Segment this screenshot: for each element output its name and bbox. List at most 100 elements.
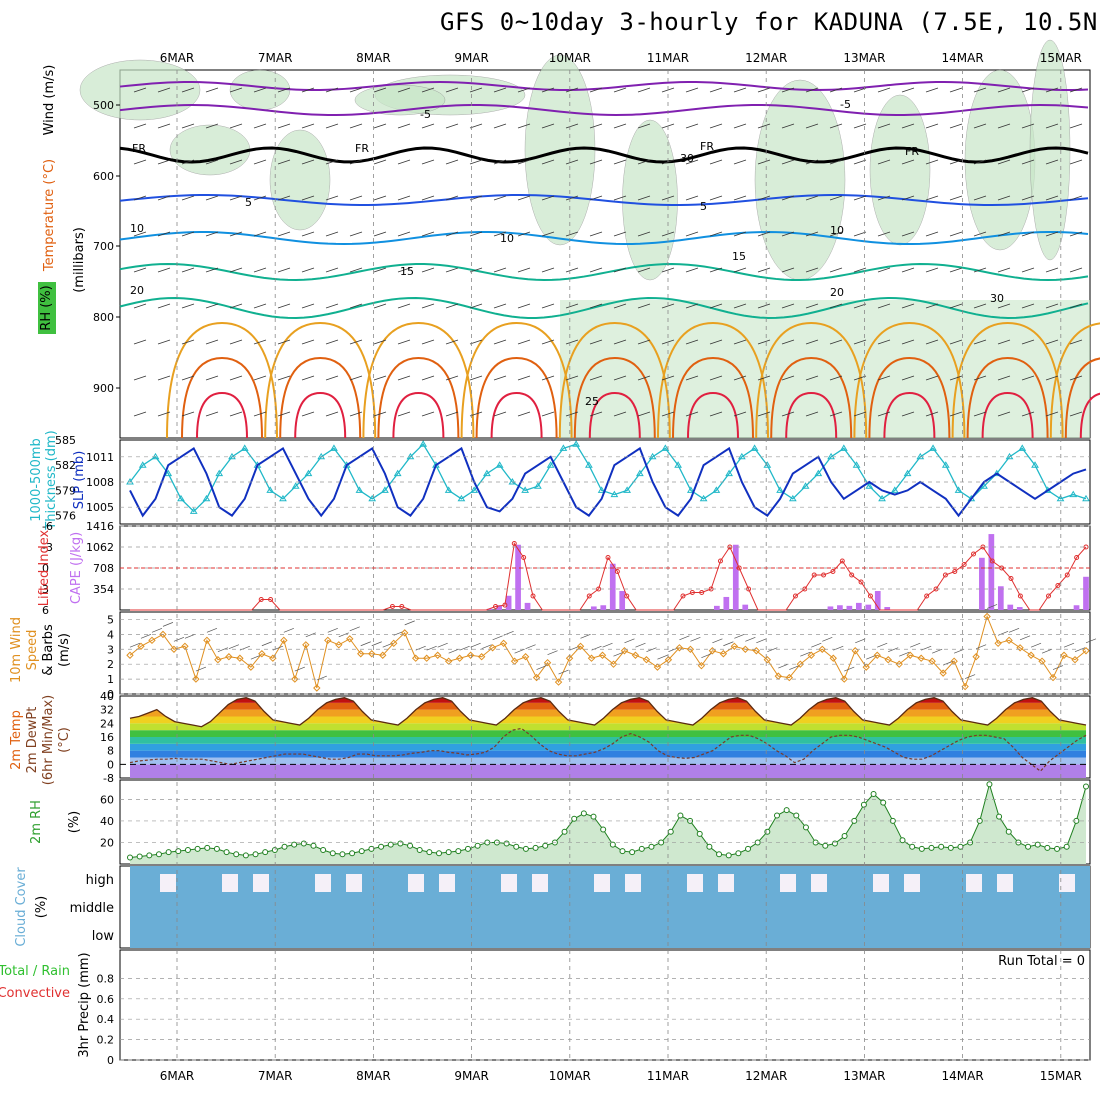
rh-marker [706,843,713,850]
wind-barb [805,195,819,201]
wind-barb [997,303,1011,309]
side-label: Thickness (dm) [44,430,59,530]
temperature-contour-hot [1049,322,1100,439]
grid-layer [120,70,1090,1061]
temp-color-band [130,743,1086,751]
wind-barb [229,159,243,165]
rh-marker [918,845,925,852]
wind-barb [877,123,891,129]
wind-barb [637,87,651,93]
wind-barb [316,675,327,681]
wind-barb [253,123,267,129]
thickness-marker [508,478,517,485]
wind-barb [901,375,915,381]
side-label: 2m DewPt [25,707,40,774]
wind-barb [558,669,569,675]
wind-barb [1069,123,1083,129]
wind-barb [253,195,267,201]
wind-barb [157,339,171,345]
side-label: (6hr Min/Max) [41,695,56,785]
wind-barb [829,195,843,201]
wind-barb [277,267,291,273]
wind-barb [253,339,267,345]
contour-label: FR [700,140,714,153]
wind-barb [301,195,315,201]
wind-barb [565,375,579,381]
wind-barb [901,123,915,129]
contour-label: 30 [990,292,1004,305]
rh-marker [938,843,945,850]
wind-barb [757,303,771,309]
wind-barb [469,159,483,165]
wind-barb [228,644,240,650]
wind-barb [1069,267,1083,273]
wind-barb [613,267,627,273]
wind-tick-label: 3 [107,643,114,656]
wind-barb [805,123,819,129]
wind-barb [205,267,219,273]
wind-barb [445,87,459,93]
wind-barb [637,123,651,129]
wind-speed-marker [917,654,925,662]
wind-barb [277,87,291,93]
wind-barb [778,663,789,669]
wind-barb [493,87,507,93]
date-label-top: 14MAR [942,51,984,65]
rh-marker [455,848,462,855]
wind-barb [547,650,558,656]
cloud-gap [222,874,238,892]
temp-tick-label: 40 [100,690,114,703]
wind-barb [253,375,267,381]
wind-barb [421,303,435,309]
wind-speed-marker [159,630,167,639]
thickness-marker [1082,494,1090,502]
wind-barb [613,231,627,237]
rh-marker [880,799,887,806]
rh-marker [716,851,723,858]
wind-speed-marker [653,663,662,671]
cloud-gap [904,874,920,892]
thickness-marker [177,494,185,502]
wind-barb [421,375,435,381]
wind-speed-marker [994,639,1002,648]
wind-speed-marker [390,639,398,648]
contour-label: 20 [130,284,144,297]
lifted-marker [493,604,499,609]
wind-barb [757,411,771,417]
side-label: Cloud Cover [14,867,29,947]
thickness-marker [788,494,797,502]
side-label: (m/s) [57,633,72,667]
date-label-top: 12MAR [745,51,787,65]
thickness-marker [954,486,963,493]
side-label: 2m Temp [9,710,24,770]
cape-tick-label: 1416 [86,520,114,533]
wind-barb [637,411,651,417]
wind-barb [373,195,387,201]
wind-barb [469,303,483,309]
wind-barb [261,641,272,647]
wind-barb [973,303,987,309]
wind-barb [613,651,624,657]
wind-barb [1021,303,1035,309]
wind-barb [789,665,800,670]
wind-barb [997,411,1011,417]
wind-barb [637,375,651,381]
slp-tick-label: 1008 [86,476,114,489]
wind-barb [253,159,267,165]
rh-marker [445,849,452,856]
temp-color-band [130,730,1086,737]
wind-tick-label: 4 [107,628,114,641]
lifted-marker [811,572,817,578]
wind-barb [181,231,195,237]
thickness-marker [623,486,632,493]
wind-barb [445,339,459,345]
wind-barb [701,653,712,658]
slp-tick-label: 1011 [86,451,114,464]
rh-marker [996,813,1003,820]
cape-bar [505,595,512,610]
rh-marker [802,824,809,831]
wind-barb [844,666,855,672]
wind-barb [133,231,147,237]
wind-barb [1069,87,1083,93]
